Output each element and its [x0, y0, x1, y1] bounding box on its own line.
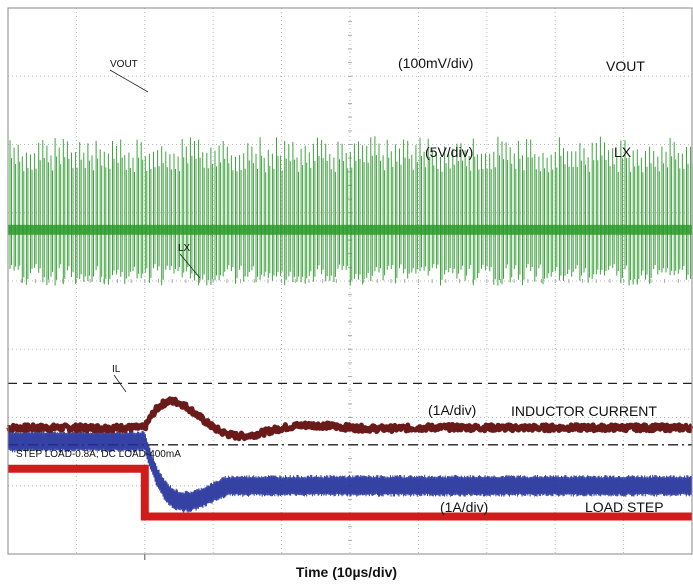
lx-scale-label: (5V/div) — [425, 144, 473, 160]
label-pointers — [109, 69, 201, 393]
lx-trace-tag: LX — [178, 243, 191, 254]
il-scale-label: (1A/div) — [428, 402, 476, 418]
inductor-current-line — [7, 430, 693, 513]
load-step-trace — [8, 464, 692, 521]
inductor-current-trace — [7, 430, 693, 513]
il-tag-pointer — [113, 374, 127, 393]
vout-tag-pointer — [109, 69, 149, 93]
load-step-annotation: STEP LOAD-0.8A; DC LOAD-400mA — [16, 449, 181, 460]
vout-trace-tag: VOUT — [110, 59, 138, 70]
load-step-line — [8, 464, 692, 521]
vout-trace — [6, 396, 693, 442]
lx-tag-pointer — [179, 253, 201, 279]
il-trace-tag: IL — [112, 364, 121, 375]
lx-switching-spikes — [9, 136, 693, 286]
lx-name-label: LX — [614, 144, 632, 160]
vout-scale-label: (100mV/div) — [398, 55, 473, 71]
plot-frame — [7, 7, 693, 555]
vout-name-label: VOUT — [606, 58, 645, 74]
load-step-scale-label: (1A/div) — [440, 499, 488, 515]
vout-line — [6, 396, 693, 442]
x-axis-label: Time (10µs/div) — [295, 564, 398, 580]
lx-trace — [8, 136, 693, 286]
il-name-label: INDUCTOR CURRENT — [511, 403, 657, 419]
load-step-name-label: LOAD STEP — [585, 499, 664, 515]
